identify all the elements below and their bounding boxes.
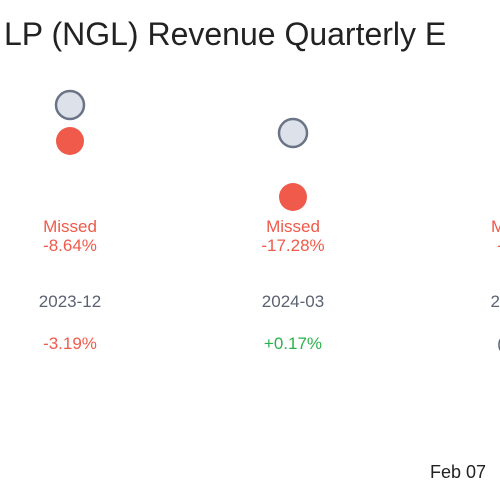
surprise-percent-label: -	[497, 236, 500, 255]
period-label: 2024-03	[262, 292, 324, 311]
period-label: 20	[491, 292, 500, 311]
estimate-point	[54, 89, 86, 121]
price-change-label: (	[497, 334, 500, 353]
date-footer: Feb 07	[430, 462, 487, 482]
surprise-status-label: Missed	[266, 217, 320, 236]
price-change-label: -3.19%	[43, 334, 97, 353]
actual-point	[279, 183, 307, 211]
actual-point	[56, 127, 84, 155]
surprise-percent-label: -17.28%	[261, 236, 324, 255]
surprise-percent-label: -8.64%	[43, 236, 97, 255]
surprise-status-label: Missed	[43, 217, 97, 236]
estimate-point	[277, 117, 309, 149]
chart-title: LP (NGL) Revenue Quarterly E	[4, 16, 447, 52]
surprise-status-label: Mi	[491, 217, 500, 236]
period-label: 2023-12	[39, 292, 101, 311]
price-change-label: +0.17%	[264, 334, 322, 353]
